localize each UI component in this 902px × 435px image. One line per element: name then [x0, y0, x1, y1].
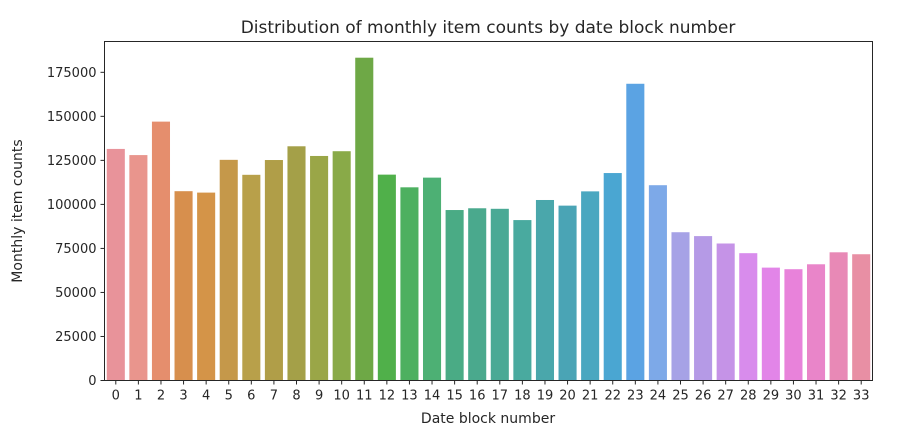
- y-tick-label: 125000: [47, 154, 97, 169]
- y-tick-label: 150000: [47, 110, 97, 125]
- x-tick-label: 16: [469, 389, 486, 404]
- x-tick-label: 29: [763, 389, 780, 404]
- bar-20: [558, 205, 577, 381]
- x-tick-label: 1: [134, 389, 142, 404]
- bar-8: [287, 146, 306, 381]
- x-tick-label: 7: [270, 389, 278, 404]
- x-tick-label: 25: [672, 389, 689, 404]
- bar-1: [129, 155, 148, 381]
- x-tick-label: 11: [356, 389, 373, 404]
- bar-13: [400, 187, 419, 381]
- x-tick-label: 5: [225, 389, 233, 404]
- bar-33: [852, 254, 871, 381]
- bar-15: [445, 210, 464, 381]
- x-tick-label: 8: [292, 389, 300, 404]
- x-tick-label: 3: [179, 389, 187, 404]
- bar-17: [490, 208, 509, 381]
- x-tick-label: 28: [740, 389, 757, 404]
- x-tick-label: 2: [157, 389, 165, 404]
- bars-group: [106, 57, 871, 381]
- y-axis: 0 25000 50000 75000 100000 125000 150000 175000: [47, 66, 105, 389]
- x-tick-label: 0: [112, 389, 120, 404]
- x-tick-label: 18: [514, 389, 531, 404]
- y-tick-label: 100000: [47, 198, 97, 213]
- bar-26: [694, 236, 713, 381]
- bar-0: [106, 148, 125, 381]
- x-axis: 0 1 2 3 4 5 6 7 8 9 10 11 12 13 14 15 16 17 18 19 20 21 22 23 24…: [112, 380, 870, 404]
- x-tick-label: 24: [650, 389, 667, 404]
- bar-24: [648, 185, 667, 381]
- plot-frame: [104, 41, 873, 381]
- bar-31: [806, 264, 826, 381]
- bar-28: [739, 253, 758, 381]
- x-tick-label: 22: [604, 389, 621, 404]
- x-tick-label: 14: [424, 389, 441, 404]
- x-tick-label: 26: [695, 389, 712, 404]
- x-tick-label: 23: [627, 389, 644, 404]
- bar-4: [197, 192, 216, 381]
- x-tick-label: 20: [559, 389, 576, 404]
- x-tick-label: 10: [333, 389, 350, 404]
- y-tick-label: 25000: [55, 330, 96, 345]
- x-tick-label: 6: [247, 389, 255, 404]
- x-axis-label: Date block number: [421, 411, 555, 427]
- x-tick-label: 30: [785, 389, 802, 404]
- bar-10: [332, 151, 351, 381]
- bar-9: [310, 155, 329, 381]
- x-tick-label: 12: [379, 389, 396, 404]
- chart-title: Distribution of monthly item counts by d…: [241, 18, 736, 38]
- x-tick-label: 21: [582, 389, 599, 404]
- bar-19: [535, 199, 555, 381]
- y-tick-label: 50000: [55, 286, 96, 301]
- bar-18: [513, 220, 532, 381]
- x-tick-label: 19: [537, 389, 554, 404]
- bar-32: [829, 252, 848, 381]
- x-tick-label: 13: [401, 389, 418, 404]
- x-tick-label: 27: [717, 389, 734, 404]
- y-tick-label: 175000: [47, 66, 97, 81]
- x-tick-label: 15: [446, 389, 463, 404]
- bar-12: [377, 174, 396, 381]
- y-tick-label: 0: [88, 374, 96, 389]
- bar-27: [716, 243, 735, 381]
- bar-22: [603, 173, 622, 381]
- bar-5: [219, 159, 238, 381]
- x-tick-label: 17: [492, 389, 509, 404]
- y-tick-label: 75000: [55, 242, 96, 257]
- x-tick-label: 4: [202, 389, 210, 404]
- bar-6: [242, 174, 261, 381]
- bar-7: [264, 160, 283, 381]
- bar-29: [761, 267, 780, 381]
- bar-23: [626, 83, 645, 381]
- x-tick-label: 32: [830, 389, 847, 404]
- bar-2: [151, 121, 171, 381]
- x-tick-label: 33: [853, 389, 870, 404]
- y-axis-label: Monthly item counts: [10, 139, 26, 282]
- x-tick-label: 31: [808, 389, 825, 404]
- bar-30: [784, 269, 803, 381]
- bar-11: [355, 57, 374, 381]
- bar-16: [468, 208, 487, 381]
- bar-14: [422, 177, 442, 381]
- bar-25: [671, 232, 690, 381]
- x-tick-label: 9: [315, 389, 323, 404]
- bar-21: [581, 191, 600, 381]
- bar-3: [174, 191, 193, 381]
